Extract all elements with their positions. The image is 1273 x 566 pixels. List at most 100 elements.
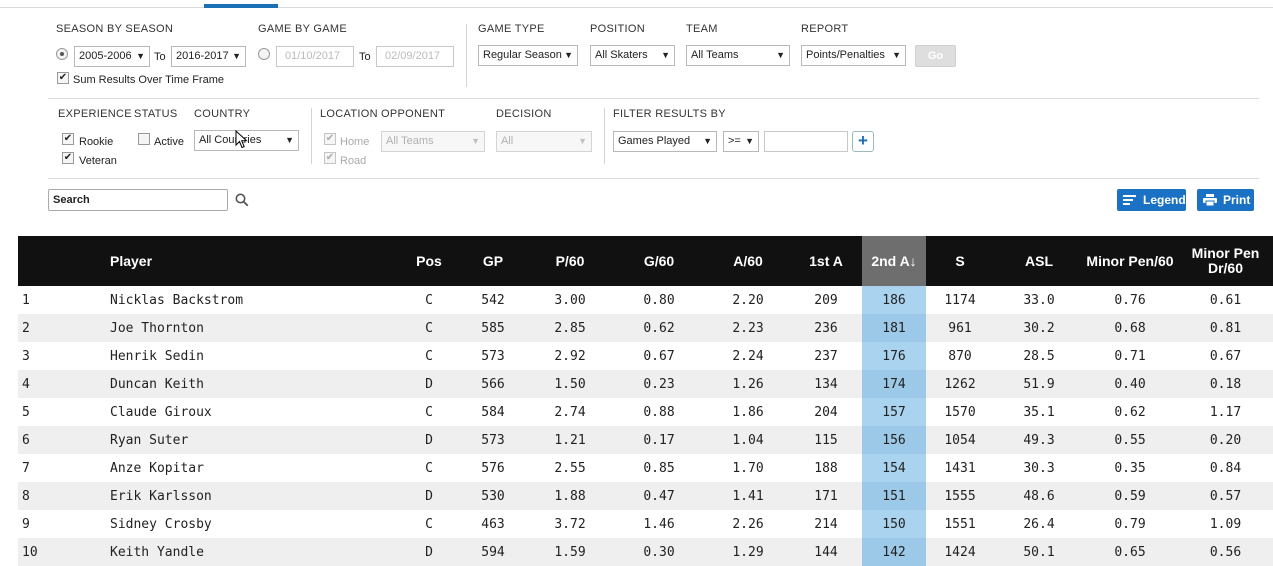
position-select[interactable]: All Skaters ▼ (590, 45, 675, 66)
column-header[interactable]: Minor Pen Dr/60 (1176, 236, 1273, 286)
table-row[interactable]: 8 Erik Karlsson D 530 1.88 0.47 1.41 171 151 1555… (18, 482, 1273, 510)
stat-cell: C (425, 404, 433, 420)
table-row[interactable]: 3 Henrik Sedin C 573 2.92 0.67 2.24 237 176 870 28… (18, 342, 1273, 370)
stat-cell: 0.55 (1084, 426, 1176, 454)
filter-value-input[interactable] (764, 131, 848, 152)
road-checkbox[interactable]: ✔ (324, 152, 336, 164)
stat-cell: 1262 (926, 370, 994, 398)
stat-cell: 1570 (944, 404, 976, 420)
column-header[interactable]: 2nd A↓ (862, 236, 926, 286)
season-from-select[interactable]: 2005-2006 ▼ (74, 46, 150, 67)
player-name-cell[interactable]: Henrik Sedin (110, 348, 204, 364)
divider (604, 108, 605, 164)
column-header[interactable]: G/60 (612, 236, 706, 286)
tab-bar (0, 0, 1273, 8)
stat-cell: D (400, 538, 458, 566)
decision-select[interactable]: All ▼ (496, 131, 592, 152)
column-header[interactable]: P/60 (528, 236, 612, 286)
table-header-row: Player Pos GP P/60 G/60 A/60 1st A 2nd A↓ S ASL Mi… (18, 236, 1273, 286)
column-header[interactable]: 1st A (790, 236, 862, 286)
stat-cell: 0.56 (1176, 538, 1273, 566)
stat-cell: 0.62 (1114, 404, 1146, 420)
search-input[interactable]: Search (48, 189, 228, 211)
column-header[interactable]: Player (110, 236, 400, 286)
stat-cell: 1431 (944, 460, 976, 476)
table-row[interactable]: 7 Anze Kopitar C 576 2.55 0.85 1.70 188 154 1431 3… (18, 454, 1273, 482)
column-header[interactable]: Pos (400, 236, 458, 286)
rank-cell: 1 (22, 292, 30, 308)
table-row[interactable]: 2 Joe Thornton C 585 2.85 0.62 2.23 236 181 961 30… (18, 314, 1273, 342)
player-name-cell[interactable]: Nicklas Backstrom (110, 292, 244, 308)
stat-cell: 30.3 (1023, 460, 1055, 476)
table-row[interactable]: 9 Sidney Crosby C 463 3.72 1.46 2.26 214 150 1551… (18, 510, 1273, 538)
veteran-checkbox[interactable]: ✔ (62, 152, 74, 164)
stat-cell: 1.17 (1209, 404, 1242, 420)
active-checkbox[interactable] (138, 133, 150, 145)
divider (466, 24, 467, 87)
stat-cell: 51.9 (994, 370, 1084, 398)
position-label: POSITION (590, 23, 645, 35)
stat-cell: 0.67 (1209, 348, 1242, 364)
column-header[interactable]: GP (458, 236, 528, 286)
rookie-label: Rookie (79, 136, 114, 148)
stat-cell: 530 (458, 482, 528, 510)
player-name-cell[interactable]: Anze Kopitar (110, 460, 204, 476)
chevron-down-icon: ▼ (892, 50, 901, 60)
filter-field-select[interactable]: Games Played ▼ (613, 131, 717, 152)
player-name-cell[interactable]: Joe Thornton (110, 314, 400, 342)
stat-cell: 2.23 (706, 314, 790, 342)
stat-cell: 154 (862, 454, 926, 482)
stat-cell: 1.04 (706, 426, 790, 454)
column-header[interactable]: A/60 (706, 236, 790, 286)
stat-cell: 2.74 (554, 404, 586, 420)
rank-cell: 8 (18, 482, 110, 510)
season-to-select[interactable]: 2016-2017 ▼ (171, 46, 246, 67)
stat-cell: 576 (481, 460, 505, 476)
table-row[interactable]: 4 Duncan Keith D 566 1.50 0.23 1.26 134 174 1262 5… (18, 370, 1273, 398)
column-header[interactable]: S (926, 236, 994, 286)
divider (48, 98, 1259, 99)
add-filter-button[interactable]: + (852, 131, 874, 152)
stat-cell: 0.68 (1084, 314, 1176, 342)
table-row[interactable]: 6 Ryan Suter D 573 1.21 0.17 1.04 115 156 1054 49.… (18, 426, 1273, 454)
table-row[interactable]: 5 Claude Giroux C 584 2.74 0.88 1.86 204 157 1570… (18, 398, 1273, 426)
rookie-checkbox[interactable]: ✔ (62, 133, 74, 145)
player-name-cell[interactable]: Ryan Suter (110, 426, 400, 454)
stat-cell: 0.30 (612, 538, 706, 566)
stat-cell: 0.79 (1114, 516, 1146, 532)
report-select[interactable]: Points/Penalties ▼ (801, 45, 906, 66)
legend-button[interactable]: Legend (1117, 189, 1186, 211)
filter-operator-select[interactable]: >= ▼ (723, 131, 759, 152)
column-header[interactable]: Minor Pen/60 (1084, 236, 1176, 286)
game-by-game-radio[interactable] (258, 48, 270, 60)
stat-cell: 0.62 (612, 314, 706, 342)
player-name-cell[interactable]: Duncan Keith (110, 370, 400, 398)
go-button[interactable]: Go (915, 45, 956, 67)
sum-results-checkbox[interactable]: ✔ (57, 72, 69, 84)
printer-icon (1203, 194, 1217, 206)
date-from-input[interactable]: 01/10/2017 (276, 46, 354, 67)
home-checkbox[interactable]: ✔ (324, 133, 336, 145)
search-icon[interactable] (235, 193, 249, 207)
season-by-season-radio[interactable] (56, 48, 68, 60)
print-button[interactable]: Print (1197, 189, 1254, 211)
stat-cell: 0.47 (612, 482, 706, 510)
stat-cell: 144 (790, 538, 862, 566)
player-name-cell[interactable]: Sidney Crosby (110, 516, 212, 532)
game-type-select[interactable]: Regular Season ▼ (478, 45, 578, 66)
opponent-select[interactable]: All Teams ▼ (381, 131, 485, 152)
player-name-cell[interactable]: Keith Yandle (110, 538, 400, 566)
table-row[interactable]: 10 Keith Yandle D 594 1.59 0.30 1.29 144 142 1424… (18, 538, 1273, 566)
player-name-cell[interactable]: Erik Karlsson (110, 482, 400, 510)
stat-cell: 2.20 (732, 292, 764, 308)
stat-cell: 188 (814, 460, 838, 476)
chevron-down-icon: ▼ (661, 50, 670, 60)
stat-cell: 181 (862, 314, 926, 342)
date-to-input[interactable]: 02/09/2017 (376, 46, 454, 67)
column-header[interactable]: ASL (994, 236, 1084, 286)
player-name-cell[interactable]: Claude Giroux (110, 404, 212, 420)
column-header[interactable] (18, 236, 110, 286)
status-label: STATUS (134, 108, 178, 120)
team-select[interactable]: All Teams ▼ (686, 45, 790, 66)
table-row[interactable]: 1 Nicklas Backstrom C 542 3.00 0.80 2.20 209 186… (18, 286, 1273, 314)
